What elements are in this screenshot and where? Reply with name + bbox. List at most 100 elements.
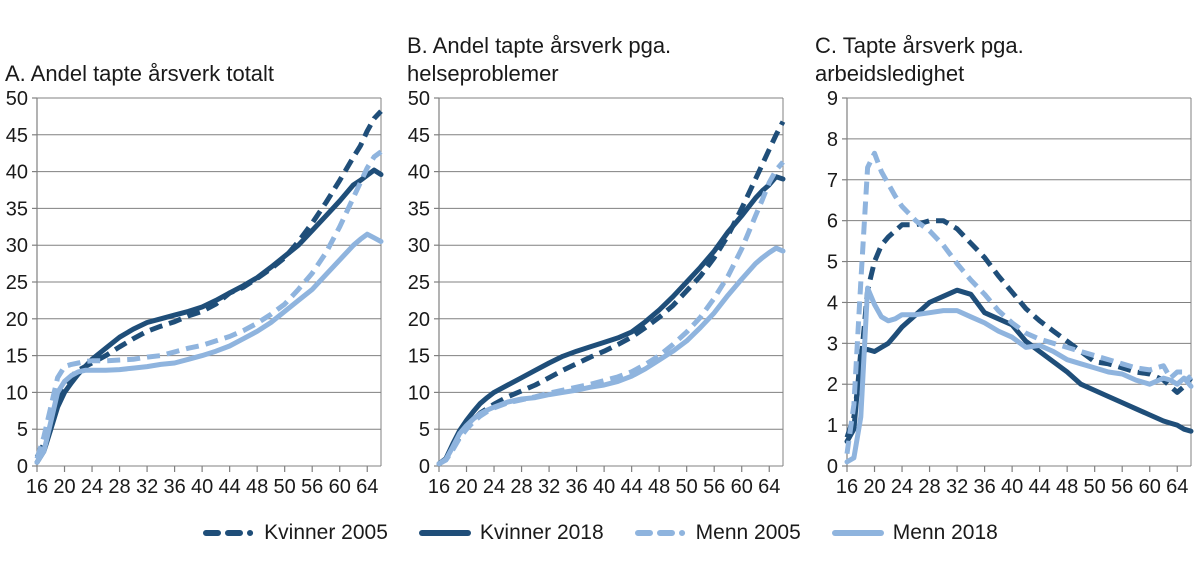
legend-item-kvinner-2005: Kvinner 2005	[202, 521, 388, 545]
x-axis-tick-label: 24	[483, 476, 505, 494]
solid-line-sample-dark-icon	[418, 530, 471, 536]
x-axis-tick-label: 36	[565, 476, 587, 494]
y-axis-tick-label: 0	[17, 456, 28, 478]
y-axis-tick-label: 9	[827, 90, 838, 110]
x-axis-tick-label: 40	[1001, 476, 1023, 494]
y-axis-tick-label: 40	[408, 162, 430, 184]
legend-label-menn-2018: Menn 2018	[892, 521, 998, 544]
x-axis-tick-label: 20	[863, 476, 885, 494]
x-axis-tick-label: 64	[1166, 476, 1188, 494]
legend: Kvinner 2005 Kvinner 2018 Menn 2005 Menn…	[0, 521, 1200, 545]
y-axis-tick-label: 50	[408, 90, 430, 110]
x-axis-tick-label: 48	[1056, 476, 1078, 494]
panel-b-title-line-2: helseproblemer	[407, 61, 559, 86]
x-axis-tick-label: 44	[621, 476, 643, 494]
legend-item-menn-2005: Menn 2005	[634, 521, 801, 545]
dashed-line-sample-light-icon	[634, 530, 687, 536]
y-axis-tick-label: 8	[827, 129, 838, 151]
y-axis-tick-label: 0	[827, 456, 838, 478]
x-axis-tick-label: 32	[946, 476, 968, 494]
panel-c: C. Tapte årsverk pga. arbeidsledighet 0 1…	[813, 14, 1200, 494]
x-axis-tick-label: 40	[593, 476, 615, 494]
x-axis-tick-label: 50	[676, 476, 698, 494]
panel-c-title-line-2: arbeidsledighet	[815, 61, 965, 86]
series-line-menn-2005	[34, 149, 383, 460]
x-axis-tick-label: 28	[918, 476, 940, 494]
legend-item-menn-2018: Menn 2018	[831, 521, 998, 545]
x-axis-tick-label: 20	[53, 476, 75, 494]
y-axis-tick-label: 5	[419, 419, 430, 441]
y-axis-tick-label: 35	[408, 198, 430, 220]
x-axis-tick-label: 50	[274, 476, 296, 494]
x-axis-tick-label: 44	[219, 476, 241, 494]
x-axis-tick-label: 56	[301, 476, 323, 494]
x-axis-tick-label: 56	[1111, 476, 1133, 494]
y-axis-tick-label: 15	[408, 346, 430, 368]
y-axis-tick-label: 5	[827, 252, 838, 274]
x-axis-tick-label: 28	[108, 476, 130, 494]
y-axis-tick-label: 25	[6, 272, 28, 294]
series-line-menn-2005	[844, 150, 1193, 455]
series-line-kvinner-2005	[437, 120, 786, 466]
y-axis-tick-label: 2	[827, 374, 838, 396]
series-line-menn-2005	[437, 160, 785, 467]
y-axis-tick-label: 7	[827, 170, 838, 192]
x-axis-tick-label: 16	[428, 476, 450, 494]
x-axis-tick-label: 56	[703, 476, 725, 494]
y-axis-tick-label: 5	[17, 419, 28, 441]
x-axis-tick-label: 36	[163, 476, 185, 494]
series-line-kvinner-2018	[436, 174, 786, 467]
series-line-kvinner-2018	[34, 167, 384, 465]
y-axis-tick-label: 35	[6, 198, 28, 220]
panel-b-title-line-1: B. Andel tapte årsverk pga.	[407, 33, 672, 58]
panel-c-title: C. Tapte årsverk pga. arbeidsledighet	[813, 14, 1200, 90]
legend-label-kvinner-2005: Kvinner 2005	[264, 521, 388, 544]
x-axis-tick-label: 32	[538, 476, 560, 494]
y-axis-tick-label: 25	[408, 272, 430, 294]
y-axis-tick-label: 3	[827, 333, 838, 355]
y-axis-tick-label: 10	[6, 382, 28, 404]
y-axis-tick-label: 30	[408, 235, 430, 257]
x-axis-tick-label: 20	[455, 476, 477, 494]
x-axis-tick-label: 48	[648, 476, 670, 494]
legend-label-kvinner-2018: Kvinner 2018	[479, 521, 604, 544]
panel-b: B. Andel tapte årsverk pga. helseproblem…	[405, 14, 795, 494]
x-axis-tick-label: 32	[136, 476, 158, 494]
y-axis-tick-label: 0	[419, 456, 430, 478]
x-axis-tick-label: 60	[1139, 476, 1161, 494]
series-line-menn-2018	[436, 245, 786, 467]
series-line-kvinner-2005	[844, 218, 1193, 439]
y-axis-tick-label: 10	[408, 382, 430, 404]
series-line-menn-2018	[34, 231, 384, 465]
y-axis-tick-label: 6	[827, 211, 838, 233]
y-axis-tick-label: 45	[408, 125, 430, 147]
solid-line-sample-light-icon	[831, 530, 884, 536]
series-line-menn-2018	[844, 285, 1194, 465]
x-axis-tick-label: 60	[731, 476, 753, 494]
y-axis-tick-label: 30	[6, 235, 28, 257]
y-axis-tick-label: 20	[408, 309, 430, 331]
y-axis-tick-label: 4	[827, 292, 838, 314]
x-axis-tick-label: 48	[246, 476, 268, 494]
series-line-kvinner-2018	[844, 287, 1194, 444]
y-axis-tick-label: 1	[827, 415, 838, 437]
x-axis-tick-label: 44	[1029, 476, 1051, 494]
panel-a-plot: 0 5 10 15 20 25 30 35 40 45 50 16 20 24 28 32 36 40 44 48 50…	[6, 90, 384, 494]
legend-label-menn-2005: Menn 2005	[695, 521, 801, 544]
x-axis-tick-label: 64	[758, 476, 780, 494]
x-axis-tick-label: 36	[973, 476, 995, 494]
x-axis-tick-label: 64	[356, 476, 378, 494]
x-axis-tick-label: 50	[1084, 476, 1106, 494]
panel-a: A. Andel tapte årsverk totalt 0 5 10 15 20 25…	[3, 14, 393, 494]
x-axis-tick-label: 40	[191, 476, 213, 494]
x-axis-tick-label: 24	[891, 476, 913, 494]
y-axis-tick-label: 40	[6, 162, 28, 184]
dashed-line-sample-dark-icon	[203, 530, 256, 536]
x-axis-tick-label: 28	[510, 476, 532, 494]
legend-item-kvinner-2018: Kvinner 2018	[418, 521, 604, 545]
panel-b-plot: 0 5 10 15 20 25 30 35 40 45 50 16 20 24 28 32 36 40 44 48 50…	[408, 90, 786, 494]
series-line-kvinner-2005	[34, 109, 383, 459]
y-axis-tick-label: 20	[6, 309, 28, 331]
x-axis-tick-label: 60	[329, 476, 351, 494]
